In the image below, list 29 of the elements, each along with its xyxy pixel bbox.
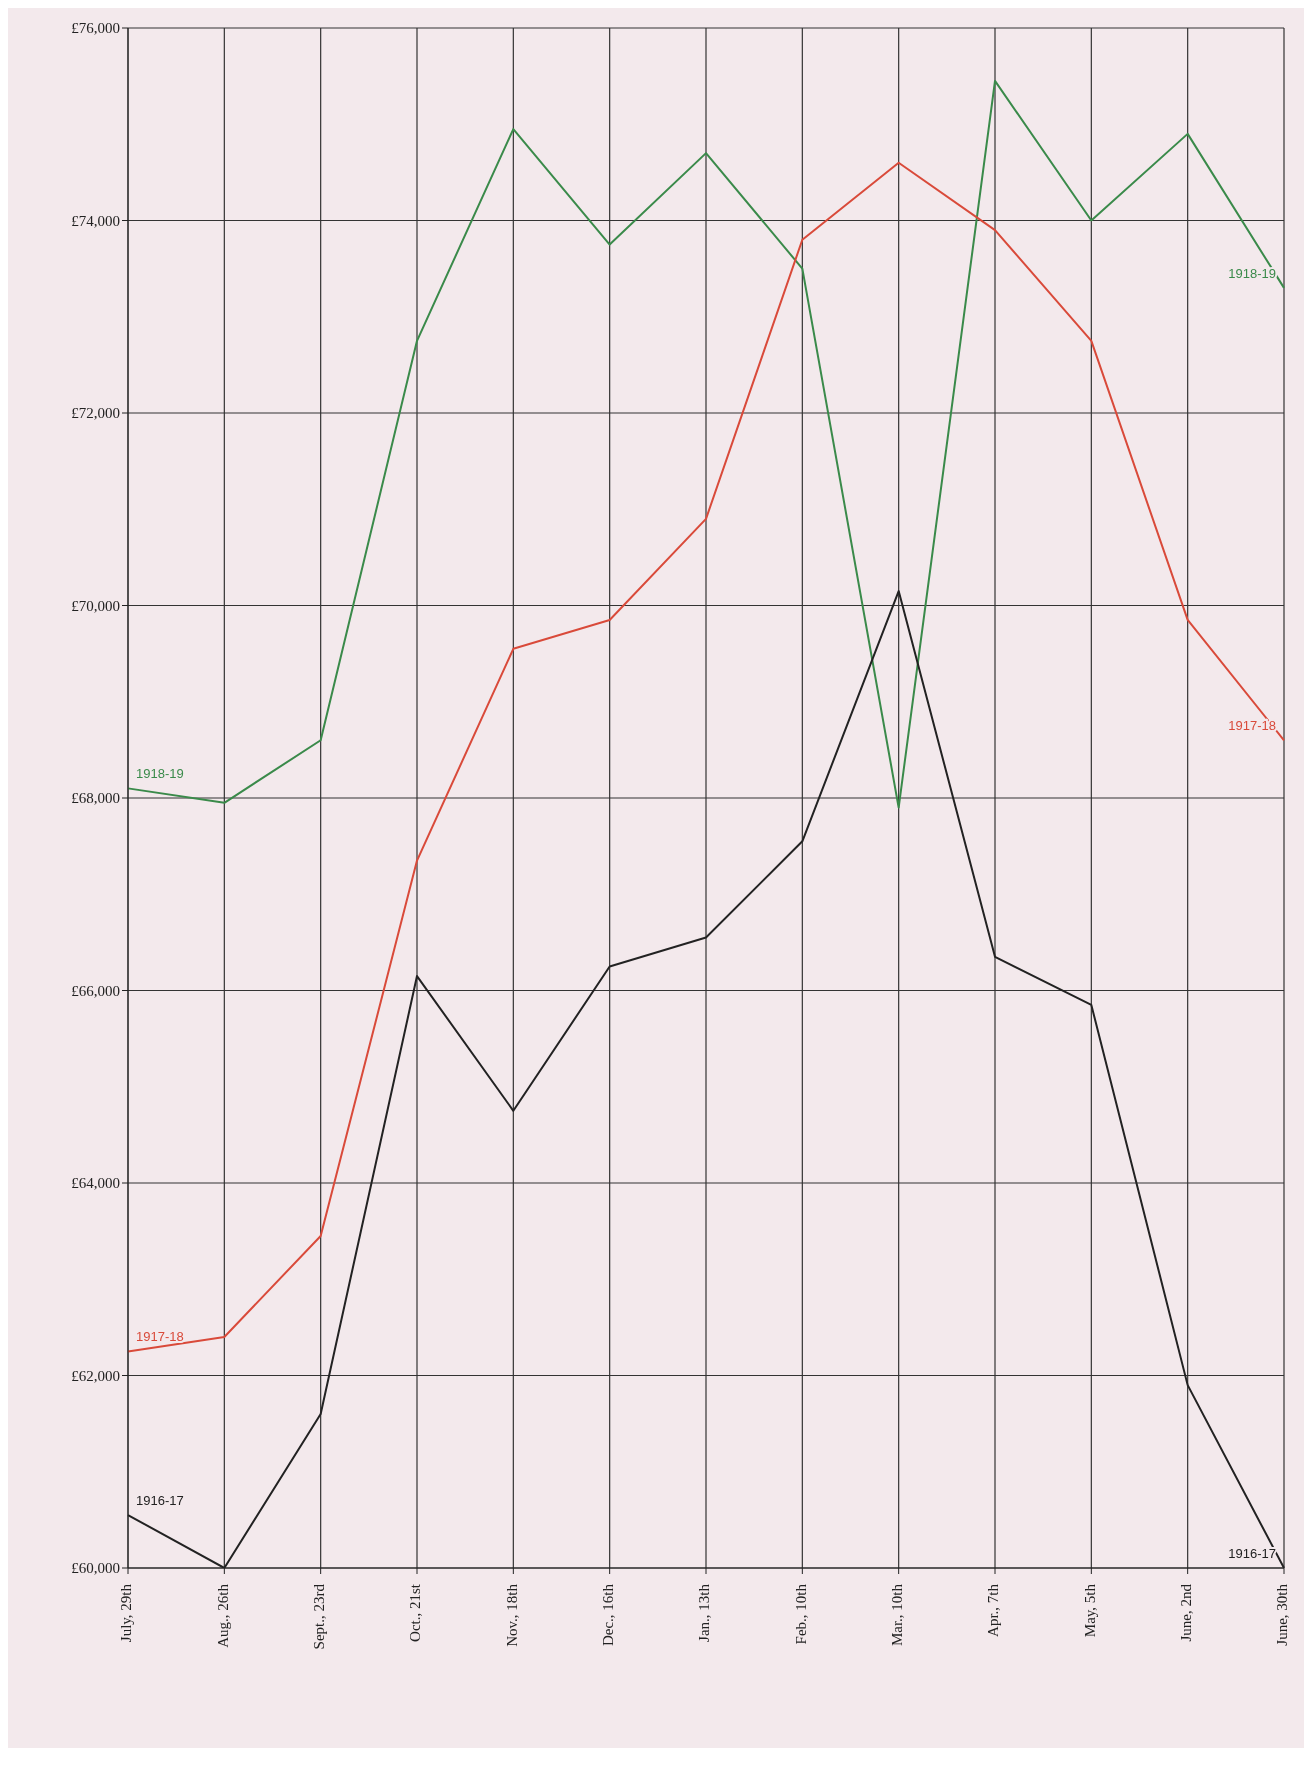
series-label: 1916-17 bbox=[1228, 1546, 1276, 1561]
y-tick-label: £72,000 bbox=[71, 405, 120, 422]
y-tick-label: £74,000 bbox=[71, 212, 120, 229]
x-tick-label: Aug., 26th bbox=[214, 1583, 231, 1648]
x-tick-label: Feb., 10th bbox=[792, 1583, 809, 1645]
text: 1916-17 bbox=[136, 1493, 184, 1509]
y-tick-label: £70,000 bbox=[71, 597, 120, 614]
x-tick-label: July, 29th bbox=[118, 1583, 135, 1643]
x-tick-label: Oct., 21st bbox=[407, 1583, 424, 1642]
x-tick-label: Dec., 16th bbox=[600, 1583, 617, 1647]
y-tick-label: £76,000 bbox=[71, 20, 120, 37]
x-tick-label: Nov., 18th bbox=[503, 1583, 520, 1647]
x-tick-label: Mar., 10th bbox=[889, 1583, 906, 1647]
series-label: 1918-19 bbox=[1228, 265, 1276, 281]
series-label: 1917-18 bbox=[136, 1329, 184, 1345]
y-tick-label: £62,000 bbox=[71, 1367, 120, 1384]
x-tick-label: June, 30th bbox=[1274, 1583, 1291, 1646]
x-tick-label: Apr., 7th bbox=[985, 1583, 1002, 1637]
x-tick-label: Sept., 23rd bbox=[311, 1583, 328, 1650]
line-series bbox=[127, 161, 1285, 1353]
y-tick-label: £66,000 bbox=[71, 982, 120, 999]
y-tick-label: £64,000 bbox=[71, 1175, 120, 1192]
x-tick-label: May, 5th bbox=[1081, 1583, 1098, 1638]
x-tick-label: Jan., 13th bbox=[696, 1583, 713, 1642]
x-tick-label: June, 2nd bbox=[1178, 1583, 1195, 1642]
y-tick-label: £68,000 bbox=[71, 790, 120, 807]
y-tick-label: £60,000 bbox=[71, 1560, 120, 1577]
text: 1918-19 bbox=[136, 766, 184, 782]
line-series bbox=[127, 79, 1285, 809]
